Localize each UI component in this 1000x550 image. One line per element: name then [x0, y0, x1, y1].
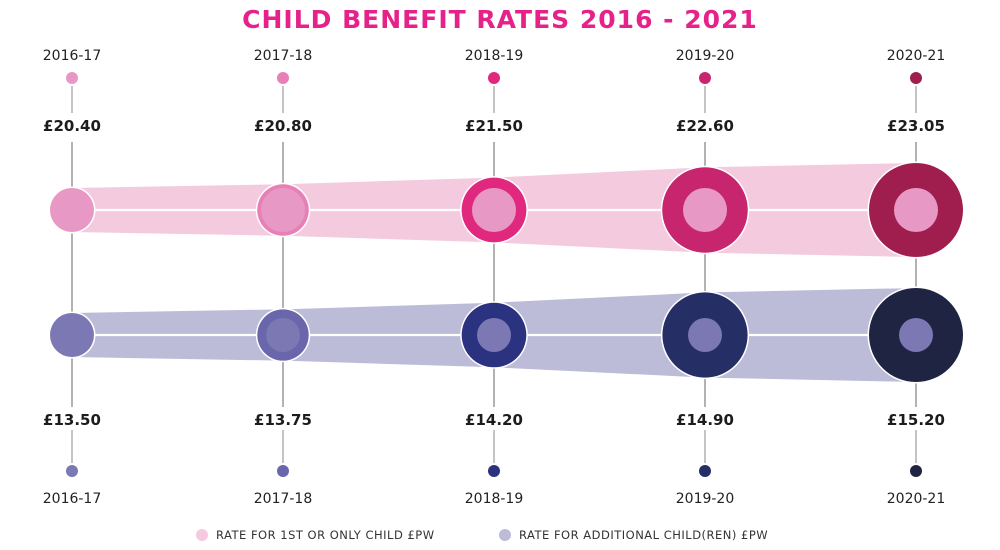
year-dot-bottom — [910, 465, 922, 477]
plot-area: 2016-17 £20.40 £13.50 2016-17 2017-18 £20.80 £… — [36, 48, 965, 507]
year-label-top: 2017-18 — [254, 48, 313, 64]
data-marker-inner — [477, 318, 511, 352]
year-label-bottom: 2017-18 — [254, 491, 313, 507]
value-label-bg — [247, 113, 319, 135]
year-label-top: 2016-17 — [43, 48, 102, 64]
value-label-first-child: £22.60 — [676, 117, 734, 135]
data-marker-inner — [899, 318, 933, 352]
year-label-bottom: 2018-19 — [465, 491, 524, 507]
year-label-top: 2018-19 — [465, 48, 524, 64]
legend-swatch-first-child — [196, 529, 208, 541]
year-dot-top — [699, 72, 711, 84]
value-label-bg — [669, 407, 741, 429]
value-label-additional-child: £14.90 — [676, 411, 734, 429]
value-label-first-child: £20.40 — [43, 117, 101, 135]
year-dot-bottom — [488, 465, 500, 477]
year-dot-bottom — [699, 465, 711, 477]
legend-swatch-additional-child — [499, 529, 511, 541]
value-label-additional-child: £14.20 — [465, 411, 523, 429]
year-dot-top — [66, 72, 78, 84]
year-dot-bottom — [277, 465, 289, 477]
value-label-bg — [880, 113, 952, 135]
data-marker-inner — [266, 318, 300, 352]
data-marker-outer — [50, 188, 94, 232]
year-label-top: 2019-20 — [676, 48, 735, 64]
value-label-bg — [669, 113, 741, 135]
year-label-bottom: 2020-21 — [887, 491, 946, 507]
legend-label-additional-child: RATE FOR ADDITIONAL CHILD(REN) £PW — [519, 528, 768, 542]
data-marker-inner — [683, 188, 727, 232]
year-label-bottom: 2016-17 — [43, 491, 102, 507]
value-label-bg — [36, 407, 108, 429]
year-label-top: 2020-21 — [887, 48, 946, 64]
year-dot-top — [910, 72, 922, 84]
value-label-first-child: £23.05 — [887, 117, 945, 135]
value-label-bg — [247, 407, 319, 429]
value-label-bg — [880, 407, 952, 429]
value-label-additional-child: £13.75 — [254, 411, 312, 429]
year-dot-top — [277, 72, 289, 84]
value-label-additional-child: £15.20 — [887, 411, 945, 429]
value-label-bg — [458, 113, 530, 135]
legend: RATE FOR 1ST OR ONLY CHILD £PW RATE FOR … — [196, 528, 768, 542]
data-marker-inner — [688, 318, 722, 352]
value-label-additional-child: £13.50 — [43, 411, 101, 429]
value-label-first-child: £20.80 — [254, 117, 312, 135]
data-marker-inner — [472, 188, 516, 232]
data-marker-inner — [894, 188, 938, 232]
year-dot-bottom — [66, 465, 78, 477]
value-label-bg — [36, 113, 108, 135]
year-label-bottom: 2019-20 — [676, 491, 735, 507]
data-marker-inner — [261, 188, 305, 232]
data-marker-outer — [50, 313, 94, 357]
value-label-bg — [458, 407, 530, 429]
legend-label-first-child: RATE FOR 1ST OR ONLY CHILD £PW — [216, 528, 435, 542]
value-label-first-child: £21.50 — [465, 117, 523, 135]
chart-title: CHILD BENEFIT RATES 2016 - 2021 — [242, 5, 758, 34]
year-dot-top — [488, 72, 500, 84]
